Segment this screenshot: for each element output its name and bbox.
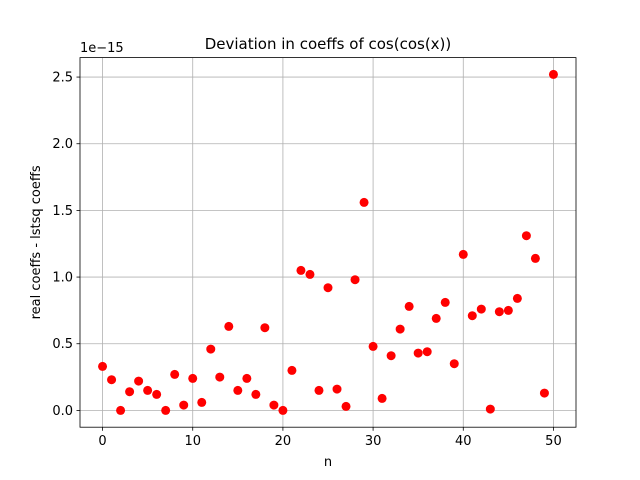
data-point: [431, 313, 441, 323]
data-point: [548, 69, 558, 79]
data-point: [332, 384, 342, 394]
y-axis-label: real coeffs - lstsq coeffs: [29, 165, 44, 319]
data-point: [404, 301, 414, 311]
data-point: [107, 375, 117, 385]
data-point: [215, 372, 225, 382]
data-point: [449, 359, 459, 369]
data-point: [503, 305, 513, 315]
data-point: [413, 348, 423, 358]
data-point: [125, 387, 135, 397]
data-point: [188, 373, 198, 383]
data-point: [251, 389, 261, 399]
y-tick-label: 0.5: [52, 337, 73, 352]
chart-title: Deviation in coeffs of cos(cos(x)): [205, 35, 452, 53]
data-points: [98, 69, 558, 415]
data-point: [134, 376, 144, 386]
data-point: [395, 324, 405, 334]
y-tick-label: 2.0: [52, 137, 73, 152]
data-point: [368, 341, 378, 351]
data-point: [494, 307, 504, 317]
data-point: [485, 404, 495, 414]
data-point: [512, 293, 522, 303]
data-point: [242, 373, 252, 383]
x-tick-label: 10: [184, 434, 201, 449]
data-point: [278, 405, 288, 415]
data-point: [179, 400, 189, 410]
plot-frame: [79, 57, 577, 428]
data-point: [161, 405, 171, 415]
y-tick-label: 0.0: [52, 404, 73, 419]
data-point: [233, 385, 243, 395]
data-point: [530, 253, 540, 263]
data-point: [386, 351, 396, 361]
y-offset-text: 1e−15: [80, 41, 124, 56]
x-axis-label: n: [324, 455, 332, 470]
y-tick-label: 2.5: [52, 71, 73, 86]
data-point: [224, 321, 234, 331]
data-point: [521, 231, 531, 241]
data-point: [476, 304, 486, 314]
grid: [80, 57, 576, 428]
data-point: [323, 283, 333, 293]
data-point: [422, 347, 432, 357]
data-point: [287, 365, 297, 375]
data-point: [197, 397, 207, 407]
data-point: [377, 393, 387, 403]
data-point: [269, 400, 279, 410]
data-point: [467, 311, 477, 321]
x-tick-label: 50: [545, 434, 562, 449]
data-point: [350, 275, 360, 285]
data-point: [314, 385, 324, 395]
ticks: 0 10 20 30 40 50 0.0 0.5 1.0 1.5 2.0 2.5: [52, 71, 561, 450]
data-point: [440, 297, 450, 307]
x-tick-label: 30: [365, 434, 382, 449]
data-point: [98, 361, 108, 371]
data-point: [341, 401, 351, 411]
data-point: [359, 197, 369, 207]
data-point: [152, 389, 162, 399]
data-point: [539, 388, 549, 398]
data-point: [116, 405, 126, 415]
x-tick-label: 20: [275, 434, 292, 449]
x-tick-label: 0: [98, 434, 106, 449]
data-point: [305, 269, 315, 279]
data-point: [170, 369, 180, 379]
data-point: [458, 249, 468, 259]
y-tick-label: 1.5: [52, 204, 73, 219]
data-point: [260, 323, 270, 333]
y-tick-label: 1.0: [52, 271, 73, 286]
data-point: [143, 385, 153, 395]
data-point: [206, 344, 216, 354]
x-tick-label: 40: [455, 434, 472, 449]
data-point: [296, 265, 306, 275]
